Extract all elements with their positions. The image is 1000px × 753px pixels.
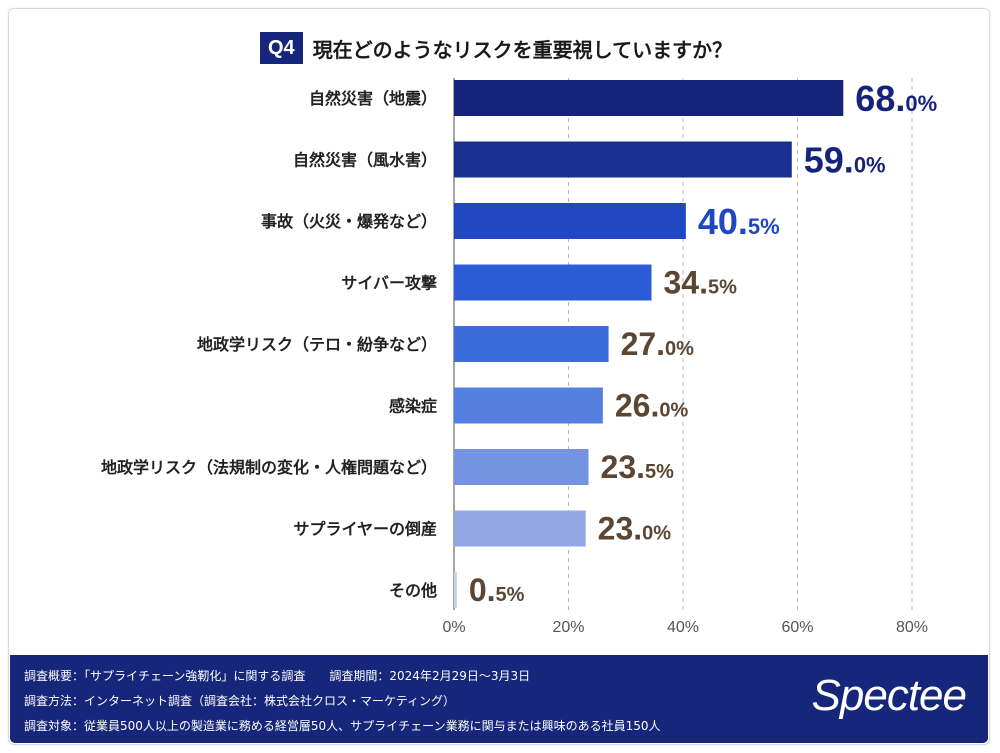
value-integer: 40. [698, 201, 748, 242]
value-label: 26.0% [615, 388, 689, 424]
question-header: Q4 現在どのようなリスクを重要視していますか？ [260, 32, 732, 64]
value-integer: 59. [804, 140, 854, 181]
value-decimal: 5% [496, 584, 525, 606]
bar [454, 387, 603, 424]
bar [454, 510, 586, 547]
value-integer: 23. [601, 449, 645, 485]
bar [454, 572, 457, 608]
brand-logo: Spectee [811, 671, 967, 720]
x-tick-label: 80% [896, 619, 928, 636]
value-decimal: 0% [665, 338, 694, 360]
value-decimal: 5% [748, 214, 780, 239]
x-tick-label: 20% [552, 619, 584, 636]
value-integer: 26. [615, 388, 659, 424]
x-tick-label: 60% [781, 619, 813, 636]
bar [454, 326, 609, 362]
value-decimal: 5% [708, 277, 737, 299]
value-label: 23.0% [598, 511, 672, 547]
value-decimal: 0% [905, 91, 937, 116]
bar [454, 449, 589, 485]
category-label: サプライヤーの倒産 [293, 520, 437, 539]
category-label: サイバー攻撃 [341, 274, 437, 293]
x-tick-label: 0% [442, 619, 465, 636]
bar [454, 264, 652, 301]
x-tick-label: 40% [667, 619, 699, 636]
bar [454, 203, 686, 239]
survey-summary: 調査概要：「サプライチェーン強靭化」に関する調査 調査期間：2024年2月29日… [24, 669, 531, 683]
value-decimal: 0% [642, 523, 671, 545]
value-label: 27.0% [621, 326, 695, 362]
value-decimal: 5% [645, 461, 674, 483]
value-integer: 34. [664, 265, 708, 301]
category-label: その他 [389, 581, 437, 600]
category-label: 地政学リスク（法規制の変化・人権問題など） [101, 458, 437, 477]
bar [454, 141, 792, 178]
survey-footer: 調査概要：「サプライチェーン強靭化」に関する調査 調査期間：2024年2月29日… [10, 655, 988, 743]
value-label: 23.5% [601, 449, 675, 485]
value-label: 68.0% [855, 78, 937, 119]
value-integer: 0. [469, 572, 496, 608]
chart-frame [8, 8, 990, 745]
question-text: 現在どのようなリスクを重要視していますか？ [312, 37, 733, 62]
value-integer: 68. [855, 78, 905, 119]
value-integer: 23. [598, 511, 642, 547]
value-decimal: 0% [854, 153, 886, 178]
category-label: 感染症 [389, 397, 437, 416]
survey-method: 調査方法：インターネット調査（調査会社：株式会社クロス・マーケティング） [24, 694, 456, 708]
category-label: 地政学リスク（テロ・紛争など） [197, 335, 437, 354]
value-integer: 27. [621, 326, 665, 362]
survey-target: 調査対象：従業員500人以上の製造業に務める経営層50人、サプライチェーン業務に… [24, 719, 661, 733]
value-label: 0.5% [469, 572, 525, 608]
question-badge: Q4 [260, 32, 303, 64]
value-label: 40.5% [698, 201, 780, 242]
bar [454, 80, 844, 116]
category-label: 事故（火災・爆発など） [261, 212, 437, 231]
value-label: 59.0% [804, 140, 886, 181]
category-label: 自然災害（地震） [309, 89, 437, 108]
value-decimal: 0% [659, 400, 688, 422]
category-label: 自然災害（風水害） [293, 151, 437, 170]
value-label: 34.5% [664, 265, 738, 301]
